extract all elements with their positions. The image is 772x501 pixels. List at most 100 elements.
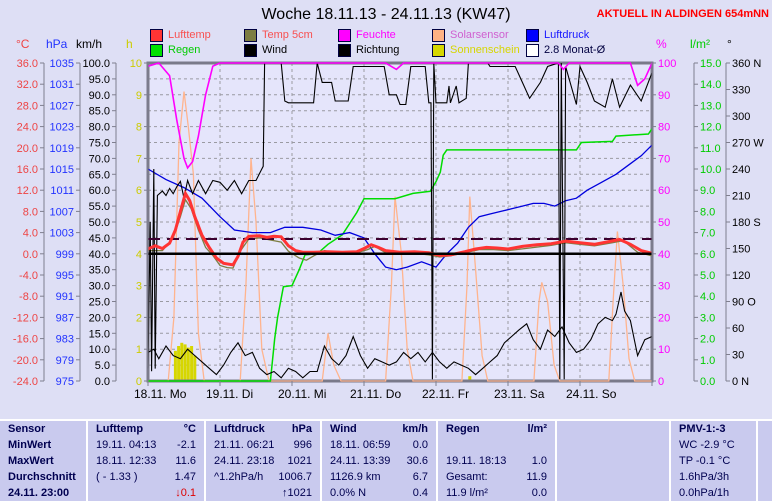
axis-tick-label: 9.0 (700, 185, 715, 197)
sunshine-bar (186, 347, 190, 381)
axis-tick-label: 270 W (732, 138, 764, 150)
axis-tick-label: 983 (56, 334, 74, 346)
table-cell: 24.11. 23:18 1021 (206, 453, 322, 469)
axis-tick-label: 80 (658, 122, 670, 134)
axis-tick-label: 991 (56, 291, 74, 303)
axis-tick-label: 4.0 (700, 291, 715, 303)
page-title: Woche 18.11.13 - 24.11.13 (KW47) (261, 6, 511, 23)
series-wind (147, 291, 653, 379)
legend-item-wind: Wind (244, 43, 288, 57)
legend-item-lufttemp: Lufttemp (150, 28, 211, 42)
legend-swatch-icon (244, 43, 257, 57)
cell-text-left: 11.9 l/m² (446, 487, 488, 499)
cell-text-left: 18.11. 12:33 (96, 455, 157, 467)
table-cell: 11.9 l/m² 0.0 (438, 485, 557, 501)
table-cell: TP -0.1 °C (671, 453, 758, 469)
series-solarsensor (148, 91, 652, 382)
cell-text-left: Gesamt: (446, 471, 488, 483)
axis-tick-label: 1.0 (700, 355, 715, 367)
table-cell: PMV-1:-3 (671, 421, 758, 437)
table-row-label: MinWert (0, 437, 88, 453)
cell-text-left: 18.11. 06:59 (330, 439, 391, 451)
cell-text-left: 24.11. 23:18 (214, 455, 275, 467)
axis-tick-label: 210 (732, 191, 750, 203)
axis-tick-label: 1 (136, 344, 142, 356)
table-cell: 19.11. 18:13 1.0 (438, 453, 557, 469)
cell-value: km/h (402, 423, 428, 435)
axis-tick-label: 240 (732, 164, 750, 176)
axis-tick-label: 70 (658, 153, 670, 165)
table-cell (557, 421, 671, 437)
cell-text-left: 0.0hPa/1h (679, 487, 730, 499)
cell-value: 11.6 (175, 455, 196, 467)
legend-swatch-icon (526, 43, 539, 57)
x-axis-label: 23.11. Sa (494, 387, 545, 401)
axis-tick-label: 10 (130, 58, 142, 70)
legend-swatch-icon (338, 28, 351, 42)
axis-tick-label: 5.0 (700, 270, 715, 282)
axis-tick-label: 45.0 (89, 233, 110, 245)
legend-swatch-icon (432, 28, 445, 42)
axis-tick-label: 120 (732, 270, 750, 282)
series-regen (148, 128, 653, 382)
cell-text-left: WC -2.9 °C (679, 439, 735, 451)
axis-tick-label: 180 S (732, 217, 761, 229)
cell-text-left: ( - 1.33 ) (96, 471, 138, 483)
axis-tick-label: 0 (136, 376, 142, 388)
legend-swatch-icon (150, 28, 163, 42)
axis-tick-label: 65.0 (89, 169, 110, 181)
sunshine-bar (183, 344, 187, 381)
table-cell: ↑1021 (206, 485, 322, 501)
sunshine-bar (193, 355, 197, 381)
legend-label: Regen (168, 44, 201, 56)
legend-swatch-icon (432, 43, 445, 57)
table-cell: WC -2.9 °C (671, 437, 758, 453)
series-richtung (147, 62, 653, 380)
axis-tick-label: 70.0 (89, 153, 110, 165)
table-cell-spacer (758, 437, 772, 453)
axis-tick-label: 1035 (50, 58, 74, 70)
cell-value: l/m² (527, 423, 547, 435)
axis-tick-label: 16.0 (17, 164, 38, 176)
axis-tick-label: 20.0 (89, 312, 110, 324)
axis-tick-label: -12.0 (13, 312, 38, 324)
legend-label: Wind (262, 44, 288, 56)
table-row-label: 24.11. 23:00 (0, 485, 88, 501)
legend-item-feuchte: Feuchte (338, 28, 396, 42)
axis-tick-label: 30.0 (89, 281, 110, 293)
axis-tick-label: 8 (136, 122, 142, 134)
axis-tick-label: 55.0 (89, 201, 110, 213)
axis-tick-label: 60 (658, 185, 670, 197)
series-feuchte (147, 62, 653, 170)
axis-tick-label: 1019 (50, 143, 74, 155)
axis-tick-label: 1023 (50, 122, 74, 134)
axis-tick-label: 8.0 (700, 206, 715, 218)
axis-tick-label: 4 (136, 249, 142, 261)
cell-text-left: PMV-1:-3 (679, 423, 726, 435)
table-cell: ↓0.1 (88, 485, 206, 501)
legend-label: 2.8 Monat-Ø (544, 44, 606, 56)
cell-text-left: Wind (330, 423, 357, 435)
table-cell: Luftdruck hPa (206, 421, 322, 437)
cell-text-left: 19.11. 04:13 (96, 439, 157, 451)
series-lufttemp (147, 189, 653, 267)
table-cell-spacer (758, 421, 772, 437)
legend-item-2-8-monat-: 2.8 Monat-Ø (526, 43, 606, 57)
axis-tick-label: 95.0 (89, 74, 110, 86)
axis-tick-label: 20.0 (17, 143, 38, 155)
location-note: AKTUELL IN ALDINGEN 654mNN (596, 8, 769, 20)
legend-swatch-icon (526, 28, 539, 42)
table-cell: 0.0% N 0.4 (322, 485, 438, 501)
axis-tick-label: 999 (56, 249, 74, 261)
legend-label: Lufttemp (168, 29, 211, 41)
axis-tick-label: 15.0 (89, 328, 110, 340)
axis-tick-label: 24.0 (17, 122, 38, 134)
axis-unit-label: ° (727, 37, 732, 51)
axis-tick-label: 60 (732, 323, 744, 335)
axis-tick-label: -20.0 (13, 355, 38, 367)
axis-tick-label: 360 N (732, 58, 761, 70)
axis-tick-label: 85.0 (89, 106, 110, 118)
table-cell (557, 485, 671, 501)
axis-tick-label: 987 (56, 312, 74, 324)
sunshine-bar (173, 350, 177, 381)
